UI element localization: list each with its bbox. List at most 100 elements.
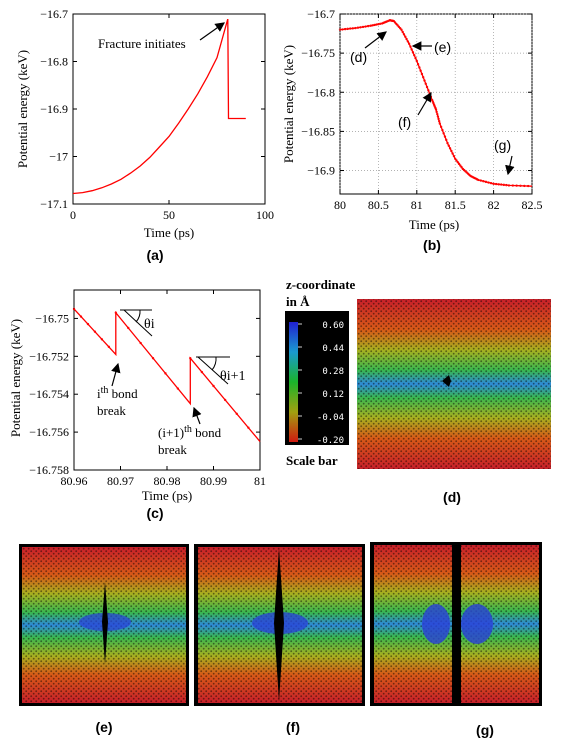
series-point bbox=[406, 40, 410, 43]
y-tick-label: −16.85 bbox=[301, 124, 335, 138]
series-point bbox=[519, 184, 522, 187]
series-point bbox=[405, 37, 408, 41]
plot-frame-a bbox=[72, 13, 266, 205]
series-point bbox=[441, 128, 444, 132]
series-point bbox=[401, 30, 404, 34]
series-point bbox=[500, 183, 503, 186]
series-point bbox=[477, 178, 480, 182]
x-tick-label: 50 bbox=[163, 208, 175, 222]
series-point bbox=[523, 184, 526, 188]
series-point bbox=[416, 63, 420, 66]
series-line bbox=[339, 19, 533, 187]
bond-i1-word: bond bbox=[192, 425, 222, 440]
bond-break-i1-break: break bbox=[158, 442, 187, 457]
series-point bbox=[411, 51, 415, 54]
x-axis-label-c: Time (ps) bbox=[142, 488, 192, 503]
bond-break-i1-label: (i+1)th bond bbox=[158, 424, 222, 440]
series-point bbox=[400, 28, 403, 31]
y-tick-label: −16.8 bbox=[307, 85, 335, 99]
panel-d: z-coordinate in Å 0.60 0.44 0.28 0.12 -0.04 -… bbox=[285, 277, 551, 505]
series-point bbox=[396, 24, 399, 27]
y-tick-label: −16.9 bbox=[307, 164, 335, 178]
series-point bbox=[402, 33, 406, 36]
annotation-d-b: (d) bbox=[350, 49, 367, 65]
series-point bbox=[397, 25, 401, 28]
scale-tick-label: 0.44 bbox=[322, 344, 344, 354]
annotation-g-b: (g) bbox=[494, 137, 511, 153]
crack-d bbox=[442, 375, 451, 387]
series-point bbox=[438, 120, 441, 123]
series-point bbox=[438, 122, 442, 125]
x-tick-label: 100 bbox=[256, 208, 274, 222]
series-point bbox=[354, 26, 357, 30]
series-point bbox=[439, 125, 443, 129]
scale-ticks: 0.60 0.44 0.28 0.12 -0.04 -0.20 bbox=[298, 321, 344, 446]
series-point bbox=[511, 184, 514, 187]
series-line bbox=[73, 308, 261, 443]
scale-bar-label: Scale bar bbox=[286, 453, 338, 468]
series-point bbox=[366, 24, 370, 28]
y-tick-label: −16.75 bbox=[301, 46, 335, 60]
x-tick-label: 80.97 bbox=[107, 474, 134, 488]
series-point bbox=[489, 181, 493, 185]
series-a bbox=[72, 19, 246, 195]
series-point bbox=[423, 79, 426, 82]
panel-label-e: (e) bbox=[95, 719, 112, 735]
bond-i1-sup: th bbox=[184, 424, 192, 435]
bond-break-i-label: ith bond bbox=[97, 385, 138, 401]
series-point bbox=[164, 372, 167, 375]
series-point bbox=[189, 357, 192, 360]
series-point bbox=[351, 27, 354, 30]
series-point bbox=[455, 159, 458, 162]
panel-e: (e) bbox=[19, 544, 189, 735]
scale-tick-label: 0.12 bbox=[322, 390, 344, 400]
panel-b: 80 80.5 81 81.5 82 82.5 −16.7 −16.75 −16.8 −16.85… bbox=[281, 7, 543, 253]
series-point bbox=[507, 184, 511, 187]
bond-break-i-break: break bbox=[97, 403, 126, 418]
panel-f: (f) bbox=[194, 544, 365, 735]
series-point bbox=[425, 85, 429, 89]
y-tick-label: −16.754 bbox=[29, 387, 69, 401]
theta-i-slope bbox=[123, 309, 153, 337]
blue-region-g-left bbox=[422, 604, 450, 644]
series-point bbox=[457, 162, 461, 166]
y-tick-label: −16.752 bbox=[29, 349, 69, 363]
series-point bbox=[404, 35, 407, 38]
ticks-b: 80 80.5 81 81.5 82 82.5 −16.7 −16.75 −16.8 −16.85… bbox=[301, 7, 542, 212]
series-c bbox=[72, 307, 261, 443]
series-point bbox=[464, 170, 467, 173]
series-point bbox=[107, 345, 111, 349]
series-point bbox=[114, 311, 118, 314]
series-point bbox=[452, 154, 456, 158]
x-tick-label: 80.99 bbox=[200, 474, 227, 488]
series-point bbox=[505, 183, 508, 187]
x-tick-label: 80.96 bbox=[61, 474, 88, 488]
x-tick-label: 81 bbox=[411, 198, 423, 212]
series-point bbox=[487, 181, 490, 184]
series-point bbox=[100, 338, 104, 341]
series-point bbox=[460, 166, 463, 169]
series-point bbox=[442, 132, 445, 135]
series-line bbox=[72, 19, 246, 195]
panel-label-c: (c) bbox=[146, 505, 163, 521]
series-point bbox=[427, 89, 430, 92]
panel-c: 80.96 80.97 80.98 80.99 81 −16.75 −16.752 −16.7… bbox=[8, 289, 266, 521]
y-tick-label: −16.75 bbox=[35, 311, 69, 325]
series-point bbox=[482, 180, 485, 183]
arrow-bond-i bbox=[111, 362, 121, 387]
series-point bbox=[450, 149, 453, 153]
y-tick-label: −16.8 bbox=[40, 55, 68, 69]
panel-g: (g) bbox=[370, 542, 542, 738]
panel-label-a: (a) bbox=[146, 247, 163, 263]
series-point bbox=[454, 157, 457, 160]
series-point bbox=[176, 387, 180, 390]
theta-i1-label: θi+1 bbox=[220, 369, 246, 384]
arrow-f-b bbox=[417, 91, 432, 116]
series-point bbox=[451, 152, 454, 155]
y-tick-label: −16.758 bbox=[29, 463, 69, 477]
series-point bbox=[359, 26, 362, 29]
bond-i1-index: (i+1) bbox=[158, 425, 184, 440]
series-point bbox=[395, 22, 398, 26]
plot-frame-c bbox=[73, 289, 261, 471]
